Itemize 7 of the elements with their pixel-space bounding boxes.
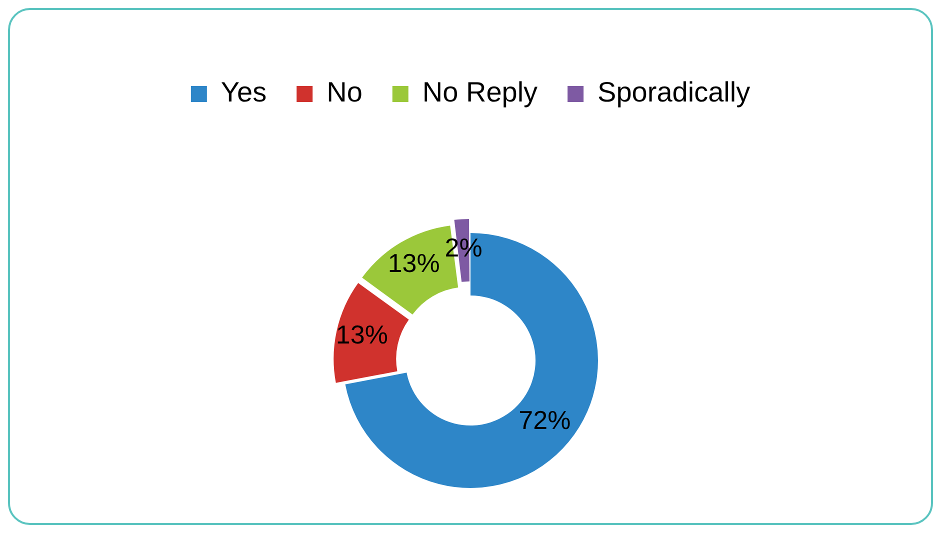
legend-label: Yes xyxy=(220,76,267,108)
data-label: 13% xyxy=(336,319,388,350)
legend-label: No Reply xyxy=(422,76,538,108)
data-label: 72% xyxy=(518,405,571,436)
data-label: 13% xyxy=(388,248,440,278)
legend-label: No xyxy=(326,76,362,108)
legend-label: Sporadically xyxy=(598,76,750,108)
